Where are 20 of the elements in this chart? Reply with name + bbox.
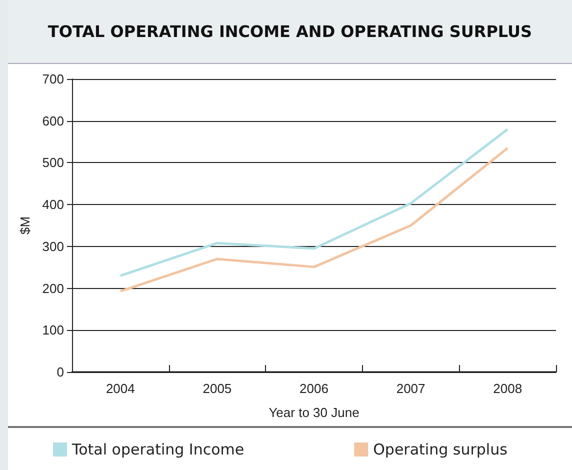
y-tick-label: 200: [42, 280, 64, 296]
x-tick-label: 2008: [493, 381, 522, 396]
legend-label: Total operating Income: [71, 440, 244, 458]
y-tick-label: 100: [42, 322, 64, 338]
legend-label: Operating surplus: [373, 440, 508, 458]
x-axis-title: Year to 30 June: [268, 405, 360, 420]
y-tick-label: 700: [42, 72, 64, 86]
y-tick-label: 500: [42, 155, 64, 170]
x-tick-label: 2006: [300, 381, 328, 396]
y-tick-label: 600: [42, 113, 64, 128]
y-tick-label: 300: [42, 238, 64, 254]
y-tick-label: 0: [56, 364, 64, 380]
x-tick-label: 2005: [202, 381, 232, 396]
line-series: [119, 128, 509, 277]
x-tick-label: 2007: [396, 381, 426, 396]
x-tick-label: 2004: [106, 381, 135, 396]
line-series: [119, 146, 509, 292]
y-tick-label: 400: [42, 197, 64, 212]
chart-title: TOTAL OPERATING INCOME AND OPERATING SURPLUS: [8, 0, 572, 64]
y-axis-title: $M: [17, 216, 32, 235]
